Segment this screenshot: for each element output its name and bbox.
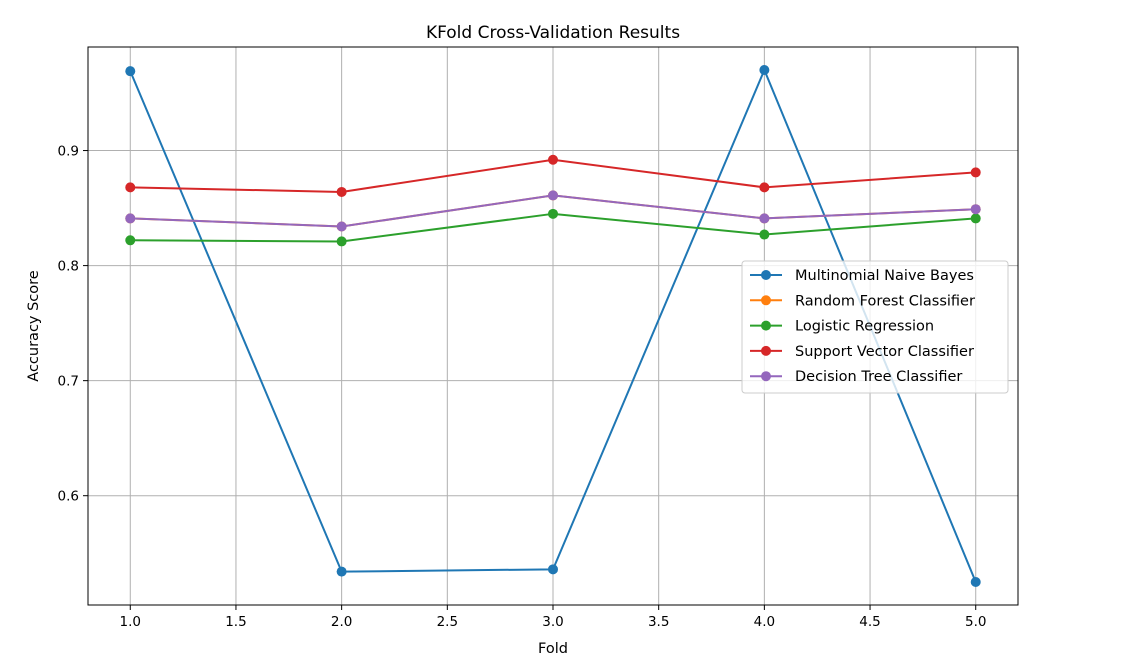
data-point xyxy=(337,236,347,246)
data-point xyxy=(125,182,135,192)
x-tick-label: 4.5 xyxy=(859,614,880,630)
data-point xyxy=(337,187,347,197)
legend-marker xyxy=(761,371,771,381)
data-point xyxy=(971,167,981,177)
legend-marker xyxy=(761,295,771,305)
x-tick-label: 3.0 xyxy=(542,614,563,630)
data-point xyxy=(125,66,135,76)
legend-marker xyxy=(761,270,771,280)
y-tick-label: 0.9 xyxy=(58,144,79,160)
x-tick-label: 3.5 xyxy=(648,614,669,630)
data-point xyxy=(125,235,135,245)
data-point xyxy=(971,204,981,214)
data-point xyxy=(548,190,558,200)
legend-label: Multinomial Naive Bayes xyxy=(795,268,974,284)
data-point xyxy=(759,230,769,240)
data-point xyxy=(548,209,558,219)
data-point xyxy=(548,155,558,165)
x-tick-label: 2.5 xyxy=(437,614,458,630)
y-tick-label: 0.7 xyxy=(58,374,79,390)
data-point xyxy=(125,213,135,223)
data-point xyxy=(337,567,347,577)
legend-label: Random Forest Classifier xyxy=(795,293,975,309)
x-tick-label: 5.0 xyxy=(965,614,986,630)
y-axis-label: Accuracy Score xyxy=(26,270,42,381)
legend: Multinomial Naive Bayes Random Forest Cla… xyxy=(742,261,1008,393)
x-tick-label: 4.0 xyxy=(754,614,775,630)
x-axis-label: Fold xyxy=(538,641,568,657)
legend-label: Decision Tree Classifier xyxy=(795,369,962,385)
x-tick-label: 1.5 xyxy=(225,614,246,630)
data-point xyxy=(759,65,769,75)
data-point xyxy=(759,213,769,223)
legend-marker xyxy=(761,321,771,331)
chart-title: KFold Cross-Validation Results xyxy=(426,23,680,43)
x-tick-label: 2.0 xyxy=(331,614,352,630)
x-tick-label: 1.0 xyxy=(120,614,141,630)
data-point xyxy=(337,221,347,231)
data-point xyxy=(971,213,981,223)
data-point xyxy=(548,564,558,574)
data-point xyxy=(971,577,981,587)
legend-label: Support Vector Classifier xyxy=(795,344,974,360)
data-point xyxy=(759,182,769,192)
y-tick-label: 0.6 xyxy=(58,489,79,505)
legend-label: Logistic Regression xyxy=(795,319,934,335)
legend-marker xyxy=(761,346,771,356)
y-tick-label: 0.8 xyxy=(58,259,79,275)
